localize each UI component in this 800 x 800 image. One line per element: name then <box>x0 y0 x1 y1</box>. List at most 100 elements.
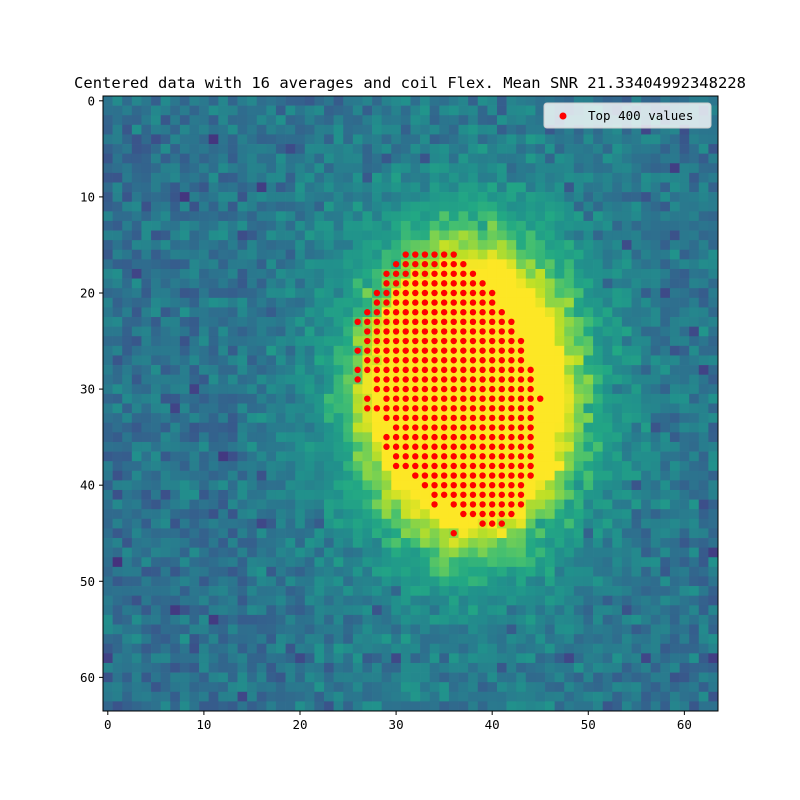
heatmap-cell <box>525 124 536 135</box>
heatmap-cell <box>641 614 652 625</box>
heatmap-cell <box>391 557 402 568</box>
heatmap-cell <box>477 124 488 135</box>
heatmap-cell <box>391 105 402 116</box>
heatmap-cell <box>468 557 479 568</box>
heatmap-cell <box>612 163 623 174</box>
heatmap-cell <box>352 653 363 664</box>
heatmap-cell <box>525 211 536 222</box>
heatmap-cell <box>641 211 652 222</box>
heatmap-cell <box>256 403 267 414</box>
heatmap-cell <box>621 384 632 395</box>
heatmap-cell <box>487 547 498 558</box>
heatmap-cell <box>362 653 373 664</box>
heatmap-cell <box>650 528 661 539</box>
top-value-point <box>517 395 525 402</box>
top-value-point <box>402 251 409 258</box>
heatmap-cell <box>679 643 690 654</box>
heatmap-cell <box>650 662 661 673</box>
heatmap-cell <box>131 662 142 673</box>
heatmap-cell <box>641 220 652 231</box>
heatmap-cell <box>410 518 421 529</box>
heatmap-cell <box>535 134 546 145</box>
heatmap-cell <box>333 662 344 673</box>
heatmap-cell <box>170 509 181 520</box>
heatmap-cell <box>362 538 373 548</box>
heatmap-cell <box>564 326 575 337</box>
heatmap-cell <box>525 288 536 299</box>
heatmap-cell <box>295 509 306 520</box>
heatmap-cell <box>468 144 479 155</box>
heatmap-cell <box>189 682 200 693</box>
heatmap-cell <box>564 489 575 500</box>
heatmap-cell <box>660 192 671 203</box>
heatmap-cell <box>285 614 296 625</box>
heatmap-cell <box>324 96 334 106</box>
heatmap-cell <box>141 201 152 212</box>
heatmap-cell <box>650 441 661 452</box>
heatmap-cell <box>420 509 431 520</box>
heatmap-cell <box>381 653 392 664</box>
heatmap-cell <box>122 576 133 587</box>
heatmap-cell <box>218 317 229 327</box>
heatmap-cell <box>141 365 152 376</box>
heatmap-cell <box>689 393 700 404</box>
top-value-point <box>469 462 477 470</box>
heatmap-cell <box>103 317 113 327</box>
heatmap-cell <box>160 317 171 327</box>
heatmap-cell <box>141 230 152 241</box>
heatmap-cell <box>564 538 575 548</box>
heatmap-cell <box>131 201 142 212</box>
heatmap-cell <box>362 384 373 395</box>
heatmap-cell <box>208 528 219 539</box>
top-value-point <box>498 366 505 374</box>
heatmap-cell <box>420 182 431 193</box>
heatmap-cell <box>487 576 498 587</box>
heatmap-cell <box>410 201 421 212</box>
heatmap-cell <box>141 672 152 683</box>
heatmap-cell <box>621 201 632 212</box>
heatmap-cell <box>602 201 613 212</box>
heatmap-cell <box>496 557 507 568</box>
heatmap-cell <box>295 249 306 260</box>
heatmap-cell <box>151 172 162 183</box>
heatmap-cell <box>199 480 210 491</box>
heatmap-cell <box>381 470 392 481</box>
heatmap-cell <box>583 441 594 452</box>
heatmap-cell <box>448 653 459 664</box>
heatmap-cell <box>439 240 450 251</box>
heatmap-cell <box>141 451 152 462</box>
heatmap-cell <box>689 124 700 135</box>
heatmap-cell <box>131 403 142 414</box>
heatmap-cell <box>103 441 113 452</box>
heatmap-cell <box>602 163 613 174</box>
heatmap-cell <box>400 634 411 645</box>
heatmap-cell <box>333 336 344 347</box>
heatmap-cell <box>535 172 546 183</box>
heatmap-cell <box>295 317 306 327</box>
heatmap-cell <box>333 278 344 289</box>
heatmap-cell <box>593 134 604 145</box>
heatmap-cell <box>487 566 498 577</box>
heatmap-cell <box>602 441 613 452</box>
heatmap-cell <box>304 624 315 635</box>
heatmap-cell <box>641 172 652 183</box>
heatmap-cell <box>237 682 248 693</box>
heatmap-cell <box>189 595 200 606</box>
heatmap-image <box>103 96 719 712</box>
heatmap-cell <box>506 518 517 529</box>
heatmap-cell <box>314 249 325 260</box>
top-value-point <box>402 395 409 402</box>
heatmap-cell <box>573 634 584 645</box>
heatmap-cell <box>170 701 181 712</box>
heatmap-cell <box>583 499 594 510</box>
heatmap-cell <box>641 691 652 702</box>
top-value-point <box>460 433 467 441</box>
heatmap-cell <box>621 134 632 145</box>
y-tick-label: 60 <box>80 670 95 685</box>
heatmap-cell <box>227 576 238 587</box>
heatmap-cell <box>160 470 171 481</box>
heatmap-cell <box>391 115 402 126</box>
heatmap-cell <box>631 451 642 462</box>
heatmap-cell <box>314 105 325 116</box>
heatmap-cell <box>410 211 421 222</box>
